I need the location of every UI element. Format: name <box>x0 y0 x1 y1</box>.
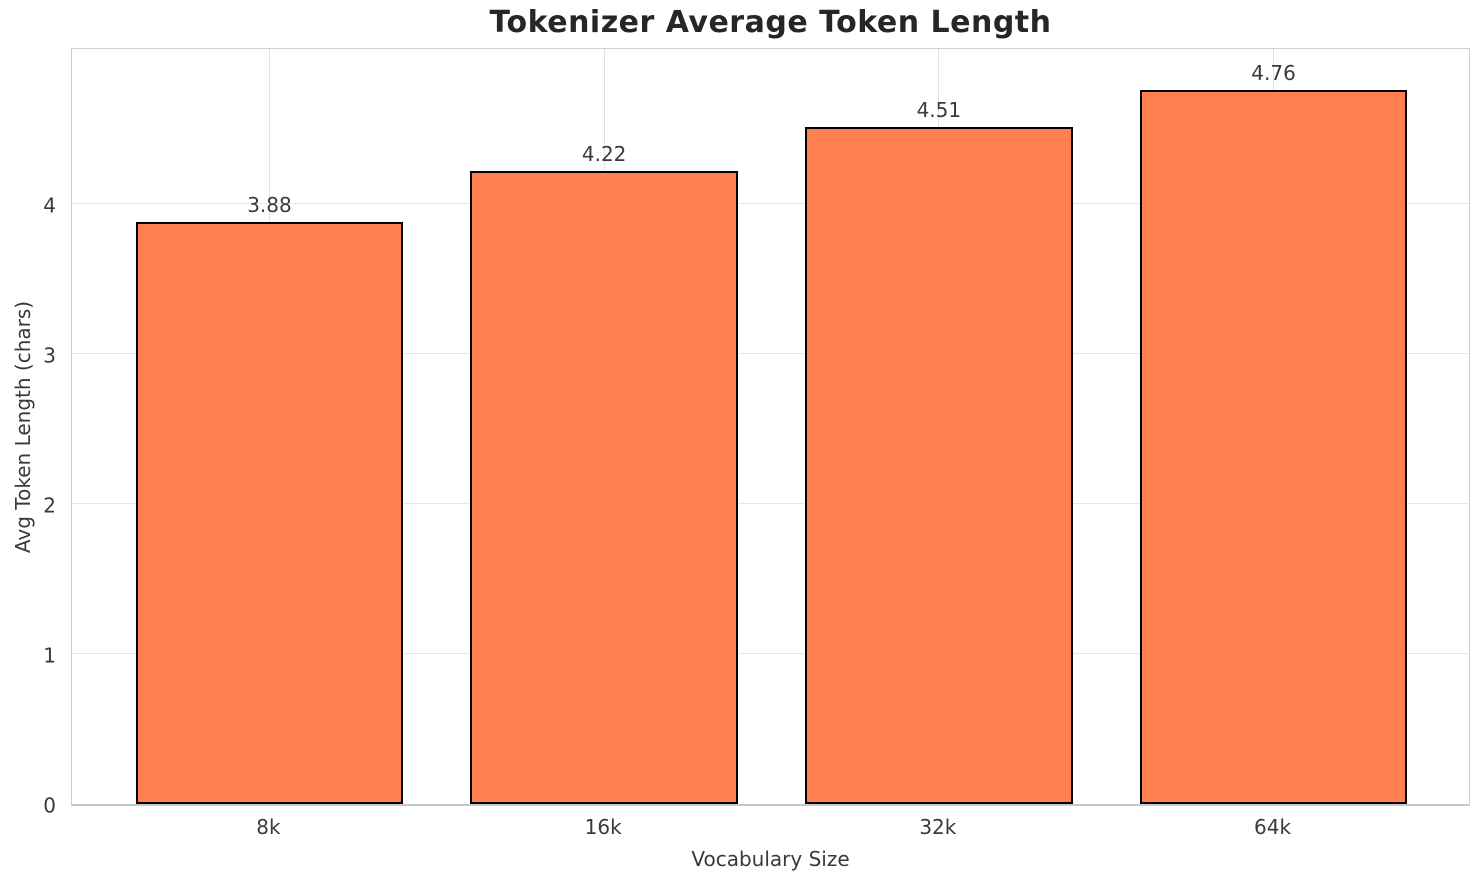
horizontal-gridline <box>72 352 1469 354</box>
x-tick-label-64k: 64k <box>1254 815 1292 839</box>
bar-value-label: 4.76 <box>1251 60 1296 85</box>
x-tick-label-8k: 8k <box>256 815 281 839</box>
y-tick-label: 1 <box>43 643 56 668</box>
horizontal-gridline <box>72 202 1469 204</box>
plot-area: 3.88 4.22 4.51 4.76 <box>71 48 1470 806</box>
bar-value-label: 3.88 <box>247 192 292 217</box>
chart-title: Tokenizer Average Token Length <box>489 5 1052 40</box>
y-tick-label: 4 <box>43 193 56 218</box>
x-tick-label-32k: 32k <box>919 815 957 839</box>
bar-8k <box>135 221 404 804</box>
y-tick-label: 3 <box>43 343 56 368</box>
bar-32k <box>804 127 1073 804</box>
horizontal-gridline <box>72 502 1469 504</box>
x-tick-label-16k: 16k <box>584 815 622 839</box>
bar-value-label: 4.22 <box>581 141 627 166</box>
bar-16k <box>470 170 739 804</box>
x-axis-label: Vocabulary Size <box>691 847 850 871</box>
y-tick-label: 0 <box>43 793 56 818</box>
bar-64k <box>1139 89 1408 804</box>
y-axis-label: Avg Token Length (chars) <box>11 300 35 554</box>
bar-value-label: 4.51 <box>916 98 962 123</box>
y-tick-label: 2 <box>43 493 56 518</box>
horizontal-gridline <box>72 652 1469 654</box>
